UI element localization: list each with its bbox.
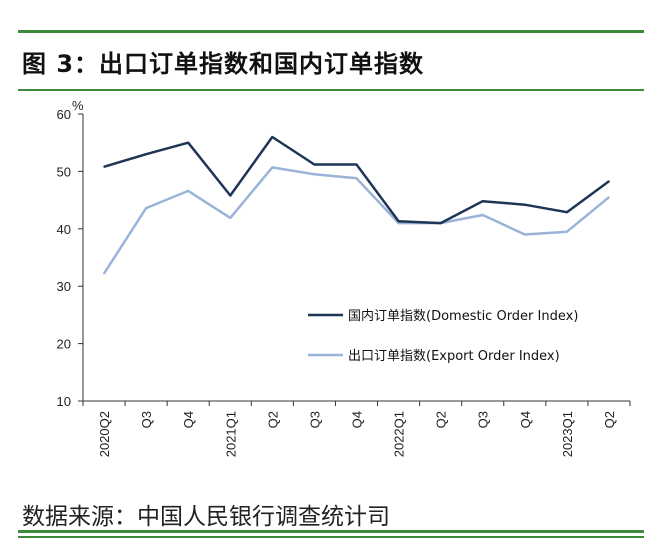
line-chart: 60 50 40 30 20 10 2020Q2 Q3 Q4 2021Q1 Q2 Q3 Q4 2022Q…: [57, 98, 631, 457]
data-source: 数据来源：中国人民银行调查统计司: [22, 504, 390, 530]
domestic-data-point: [103, 166, 105, 168]
domestic-data-point: [439, 222, 442, 224]
export-data-point: [187, 190, 189, 192]
title-rule: [18, 89, 644, 91]
y-unit-label: %: [72, 98, 84, 113]
y-axis: 60 50 40 30 20 10: [57, 107, 84, 409]
export-data-point: [145, 207, 147, 209]
domestic-data-point: [229, 194, 232, 197]
domestic-data-point: [524, 203, 526, 206]
x-tick-label: Q4: [518, 411, 533, 428]
domestic-data-point: [481, 200, 484, 202]
x-tick-label: Q3: [307, 411, 322, 428]
legend: 国内订单指数(Domestic Order Index) 出口订单指数(Expor…: [308, 308, 578, 364]
x-tick-label: Q2: [602, 411, 617, 428]
x-tick-label: 2022Q1: [392, 411, 407, 457]
series-lines: [102, 135, 610, 275]
export-data-point: [481, 214, 484, 216]
legend-domestic-label: 国内订单指数(Domestic Order Index): [348, 308, 578, 324]
top-rule: [18, 30, 644, 33]
x-tick-label: 2023Q1: [560, 411, 575, 457]
domestic-data-point: [355, 163, 358, 166]
x-tick-label: Q4: [181, 411, 196, 428]
y-tick-label: 60: [57, 107, 71, 122]
domestic-data-point: [313, 163, 316, 166]
bottom-rule-thin: [18, 536, 644, 538]
x-tick-label: 2021Q1: [223, 411, 238, 457]
export-data-point: [103, 272, 105, 275]
x-tick-label: Q2: [265, 411, 280, 428]
export-data-point: [566, 230, 568, 233]
y-tick-label: 10: [57, 394, 71, 409]
x-tick-label: Q3: [476, 411, 491, 428]
x-tick-label: Q3: [139, 411, 154, 428]
y-tick-label: 40: [57, 222, 71, 237]
export-data-point: [608, 196, 610, 198]
x-tick-label: Q2: [434, 411, 449, 428]
domestic-data-point: [608, 180, 610, 182]
y-tick-label: 30: [57, 279, 71, 294]
y-tick-label: 20: [57, 337, 71, 352]
export-data-point: [229, 217, 232, 219]
export-data-point: [397, 222, 400, 224]
domestic-data-point: [145, 153, 147, 155]
domestic-data-point: [566, 211, 568, 213]
domestic-data-point: [187, 141, 189, 144]
figure-title: 图 3：出口订单指数和国内订单指数: [22, 50, 425, 78]
export-order-line: [102, 166, 610, 275]
bottom-rule: [18, 530, 644, 533]
x-tick-label: 2020Q2: [97, 411, 112, 457]
x-axis: 2020Q2 Q3 Q4 2021Q1 Q2 Q3 Q4 2022Q1 Q2 Q3 Q4 2023Q1…: [82, 400, 631, 457]
export-data-point: [313, 173, 316, 176]
legend-export-label: 出口订单指数(Export Order Index): [348, 349, 560, 364]
domestic-data-point: [271, 136, 274, 138]
export-data-point: [524, 233, 526, 236]
y-tick-label: 50: [57, 164, 71, 179]
x-tick-label: Q4: [350, 411, 365, 428]
export-data-point: [355, 177, 358, 180]
domestic-data-point: [397, 220, 400, 223]
export-data-point: [271, 166, 274, 169]
